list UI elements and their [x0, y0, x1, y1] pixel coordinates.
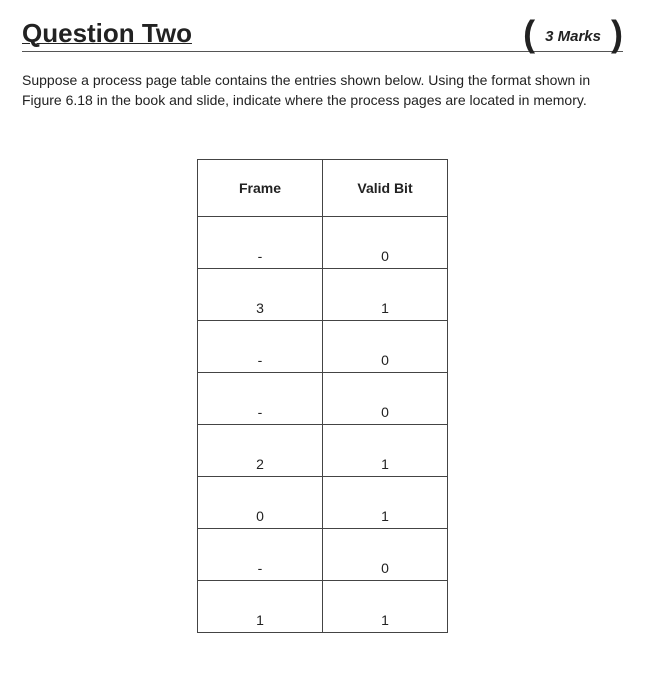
table-row: - 0: [198, 528, 448, 580]
cell-frame: -: [198, 528, 323, 580]
cell-valid: 0: [323, 320, 448, 372]
cell-frame: -: [198, 320, 323, 372]
col-header-frame: Frame: [198, 159, 323, 216]
cell-frame: 2: [198, 424, 323, 476]
cell-valid: 1: [323, 424, 448, 476]
cell-valid: 0: [323, 216, 448, 268]
table-row: 0 1: [198, 476, 448, 528]
bracket-left-icon: (: [523, 21, 535, 47]
table-row: 2 1: [198, 424, 448, 476]
cell-valid: 0: [323, 528, 448, 580]
bracket-right-icon: ): [611, 21, 623, 47]
cell-frame: -: [198, 372, 323, 424]
table-row: - 0: [198, 216, 448, 268]
marks-container: ( 3 Marks ): [523, 23, 623, 49]
cell-valid: 1: [323, 476, 448, 528]
table-container: Frame Valid Bit - 0 3 1 - 0 - 0 2: [22, 159, 623, 633]
table-row: 3 1: [198, 268, 448, 320]
page-table: Frame Valid Bit - 0 3 1 - 0 - 0 2: [197, 159, 448, 633]
cell-valid: 0: [323, 372, 448, 424]
cell-frame: 0: [198, 476, 323, 528]
cell-valid: 1: [323, 580, 448, 632]
table-row: - 0: [198, 320, 448, 372]
cell-frame: -: [198, 216, 323, 268]
cell-frame: 3: [198, 268, 323, 320]
table-header-row: Frame Valid Bit: [198, 159, 448, 216]
cell-frame: 1: [198, 580, 323, 632]
question-header: Question Two ( 3 Marks ): [22, 18, 623, 52]
col-header-valid: Valid Bit: [323, 159, 448, 216]
table-row: - 0: [198, 372, 448, 424]
cell-valid: 1: [323, 268, 448, 320]
question-prompt: Suppose a process page table contains th…: [22, 70, 623, 111]
table-row: 1 1: [198, 580, 448, 632]
question-title: Question Two: [22, 18, 192, 49]
marks-label: 3 Marks: [541, 28, 605, 45]
